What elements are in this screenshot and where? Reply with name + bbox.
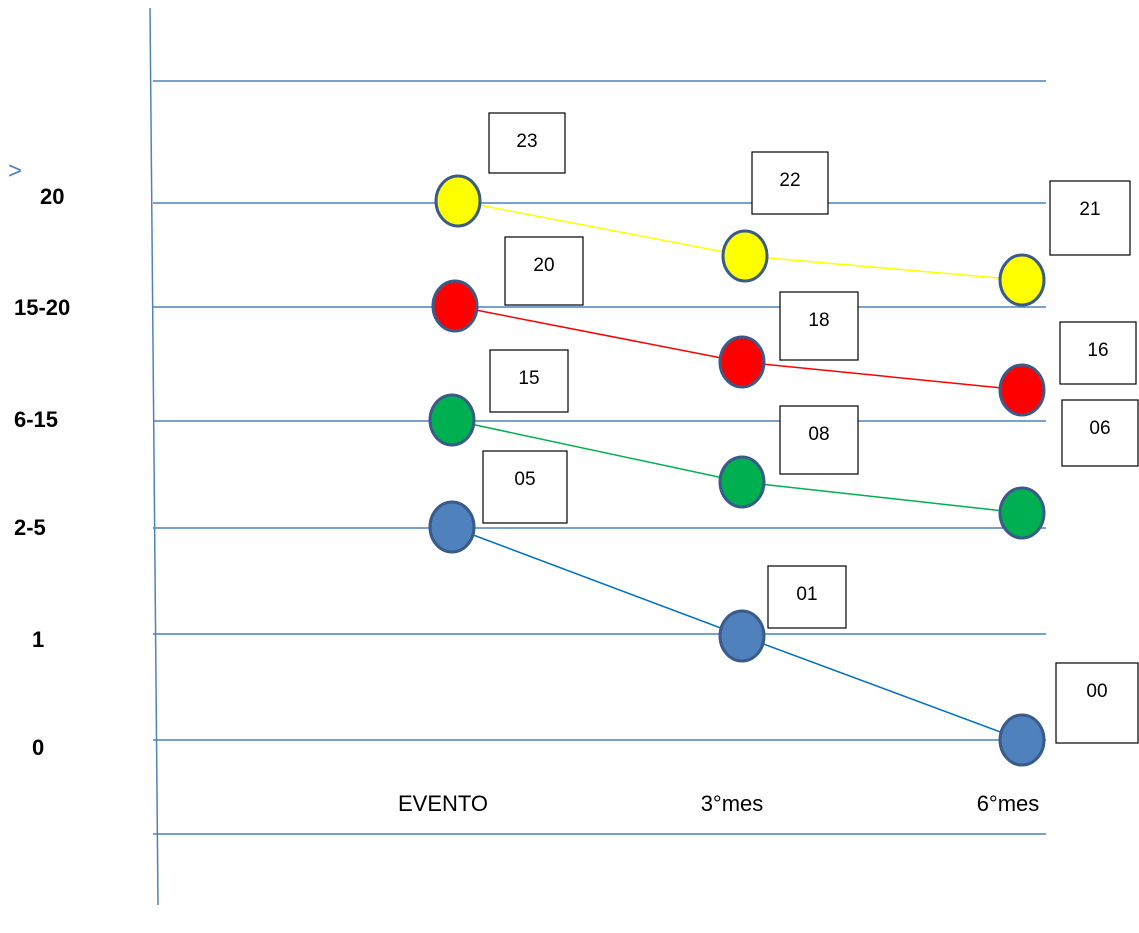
node bbox=[718, 609, 766, 663]
node bbox=[998, 713, 1046, 767]
label-text: 23 bbox=[516, 131, 537, 152]
label-text: 08 bbox=[808, 424, 829, 445]
label-text: 20 bbox=[533, 255, 554, 276]
node bbox=[998, 363, 1046, 417]
y-label: 15-20 bbox=[14, 295, 70, 320]
label-box bbox=[488, 112, 566, 174]
label-text: 06 bbox=[1089, 418, 1110, 439]
label-box bbox=[504, 236, 584, 306]
x-label: 3°mes bbox=[701, 791, 764, 816]
x-label: 6°mes bbox=[977, 791, 1040, 816]
node bbox=[431, 279, 479, 333]
node bbox=[998, 253, 1046, 307]
label-box bbox=[767, 565, 847, 629]
y-label: 6-15 bbox=[14, 407, 58, 432]
node bbox=[434, 174, 482, 228]
x-label: EVENTO bbox=[398, 791, 488, 816]
y-axis bbox=[149, 7, 159, 906]
label-text: 22 bbox=[779, 170, 800, 191]
node bbox=[428, 500, 476, 554]
y-label: 20 bbox=[40, 184, 64, 209]
label-text: 00 bbox=[1086, 681, 1107, 702]
grid bbox=[153, 80, 1046, 835]
node bbox=[428, 393, 476, 447]
label-box bbox=[1059, 321, 1137, 385]
label-box bbox=[779, 291, 859, 361]
node bbox=[718, 335, 766, 389]
label-text: 18 bbox=[808, 310, 829, 331]
label-box bbox=[1055, 662, 1139, 744]
label-text: 15 bbox=[518, 368, 539, 389]
y-label: 2-5 bbox=[14, 515, 46, 540]
label-box bbox=[751, 151, 829, 215]
label-box bbox=[779, 405, 859, 475]
node bbox=[998, 486, 1046, 540]
label-box bbox=[482, 450, 568, 524]
label-box bbox=[1061, 399, 1139, 467]
node bbox=[718, 455, 766, 509]
label-text: 16 bbox=[1087, 340, 1108, 361]
y-prefix: > bbox=[8, 157, 22, 184]
node bbox=[721, 229, 769, 283]
y-label: 1 bbox=[32, 627, 44, 652]
label-box bbox=[1049, 180, 1131, 256]
label-text: 21 bbox=[1079, 199, 1100, 220]
label-text: 01 bbox=[796, 584, 817, 605]
label-text: 05 bbox=[514, 469, 535, 490]
y-label: 0 bbox=[32, 735, 44, 760]
label-box bbox=[489, 349, 569, 413]
